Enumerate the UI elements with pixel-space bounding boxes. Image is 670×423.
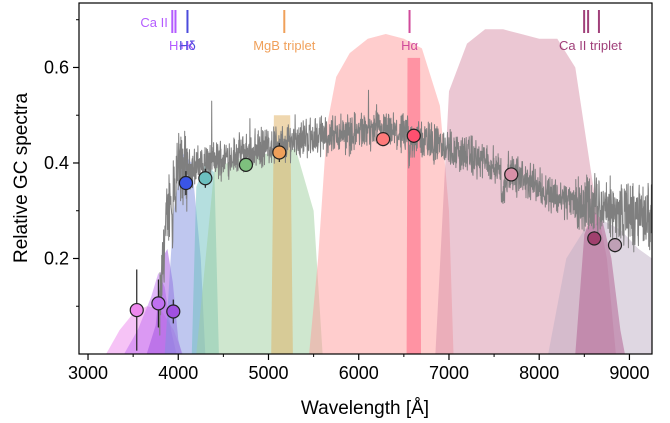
x-axis: 3000 4000 5000 6000 7000 8000 9000 — [68, 354, 649, 383]
line-label-1-sub: H+K — [169, 38, 195, 53]
data-point-3 — [166, 304, 181, 319]
x-tick-label-3: 5000 — [248, 363, 288, 383]
filter-curve-6 — [196, 148, 323, 354]
data-point-6 — [238, 157, 254, 172]
data-point-9 — [406, 128, 421, 143]
y-tick-label-3: 0.6 — [44, 57, 69, 77]
data-point-8 — [375, 132, 391, 147]
filter-curve-7 — [271, 115, 293, 354]
data-point-11 — [587, 231, 602, 246]
x-tick-label-1: 3000 — [68, 363, 108, 383]
spectral-line-markers: Ca IIH+KHδ MgB triplet Hα Ca II triplet — [140, 10, 622, 53]
y-axis-title: Relative GC spectra — [11, 93, 32, 263]
x-tick-label-4: 6000 — [339, 363, 379, 383]
photometry-points — [129, 128, 623, 351]
filter-curve-8 — [309, 34, 454, 354]
data-point-10 — [504, 167, 519, 182]
filter-curve-12 — [575, 210, 625, 354]
line-label-2: Hδ — [179, 38, 196, 53]
line-label-1: Ca II — [140, 15, 167, 30]
data-point-12 — [607, 238, 623, 253]
data-point-7 — [272, 145, 287, 160]
line-label-3: MgB triplet — [253, 38, 316, 53]
y-tick-label-1: 0.2 — [44, 248, 69, 268]
data-point-5 — [198, 171, 213, 186]
data-point-4 — [178, 175, 194, 191]
x-tick-label-5: 7000 — [429, 363, 469, 383]
line-label-5: Ca II triplet — [559, 38, 622, 53]
x-axis-title: Wavelength [Å] — [301, 398, 429, 419]
y-axis: 0.2 0.4 0.6 — [44, 19, 79, 307]
x-tick-label-6: 8000 — [519, 363, 559, 383]
y-tick-label-2: 0.4 — [44, 153, 69, 173]
x-tick-label-2: 4000 — [158, 363, 198, 383]
plot-frame — [78, 2, 653, 355]
data-point-2 — [151, 296, 166, 311]
filter-curve-9 — [406, 57, 421, 355]
x-tick-label-7: 9000 — [609, 363, 649, 383]
line-label-4: Hα — [401, 38, 418, 53]
data-point-1 — [129, 302, 144, 318]
